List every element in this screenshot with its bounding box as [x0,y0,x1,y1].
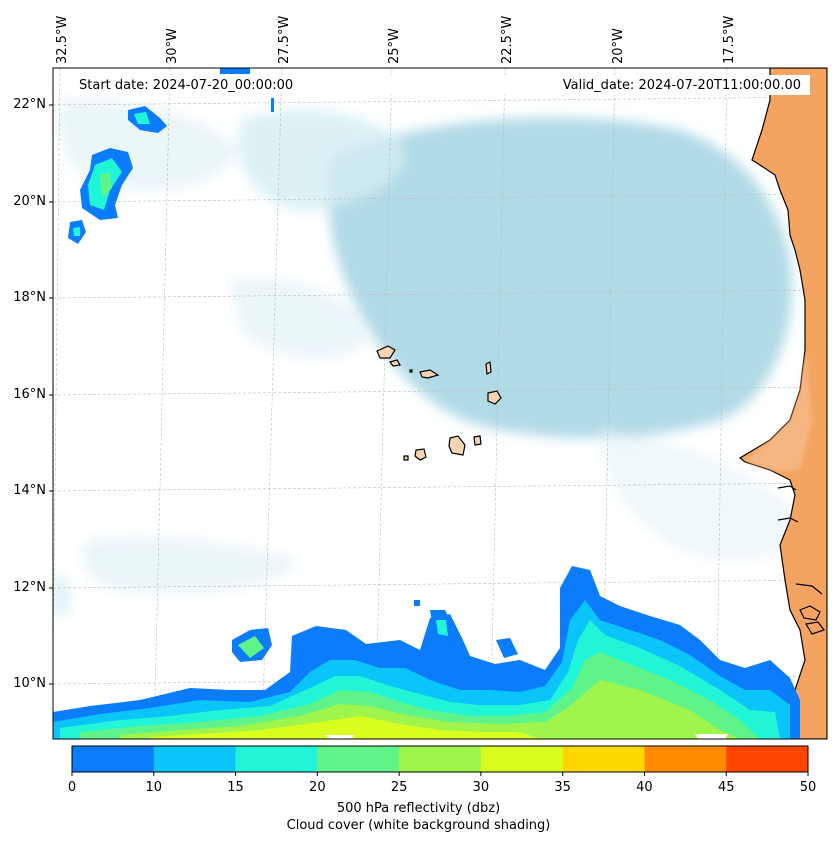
lon-label-25w: 25°W [387,28,402,64]
lat-label-18n: 18°N [13,290,46,305]
colorbar-swatch [726,746,809,772]
colorbar-tick-label: 50 [799,780,817,795]
colorbar-swatch [72,746,155,772]
colorbar [71,745,809,776]
colorbar-swatch [399,746,482,772]
start-date-label: Start date: 2024-07-20_00:00:00 [79,78,294,93]
colorbar-tick-label: 30 [472,780,490,795]
west-africa-land [738,68,827,739]
colorbar-swatch [317,746,400,772]
colorbar-label-reflectivity: 500 hPa reflectivity (dbz) [336,801,501,816]
lat-ticks [49,104,53,685]
colorbar-tick-label: 45 [717,780,735,795]
coast-details [777,485,825,635]
lon-label-32-5w: 32.5°W [55,15,70,64]
valid-date-label: Valid_date: 2024-07-20T11:00:00.00 [562,78,801,93]
colorbar-tick-label: 0 [67,780,77,795]
lat-label-16n: 16°N [13,387,46,402]
map-frame [52,67,828,740]
colorbar-tick-label: 35 [554,780,571,795]
colorbar-tick-label: 10 [145,780,163,795]
lon-label-22-5w: 22.5°W [500,15,515,64]
reflectivity-layer [53,68,800,739]
colorbar-swatch [644,746,727,772]
colorbar-label-cloud-cover: Cloud cover (white background shading) [286,818,551,833]
lat-label-12n: 12°N [13,580,46,595]
lon-label-17-5w: 17.5°W [722,15,737,64]
colorbar-tick-label: 15 [227,780,244,795]
lon-label-20w: 20°W [611,28,626,64]
lat-label-20n: 20°N [13,194,46,209]
colorbar-tick-label: 25 [390,780,408,795]
colorbar-tick-label: 40 [636,780,653,795]
lat-label-14n: 14°N [13,483,46,498]
lon-label-27-5w: 27.5°W [277,15,292,64]
lat-label-22n: 22°N [13,97,46,112]
lon-label-30w: 30°W [165,28,180,64]
colorbar-frame [71,745,809,773]
info-banner [70,75,810,95]
colorbar-swatch [153,746,237,772]
colorbar-swatch [562,746,645,772]
cape-verde-islands [376,345,502,461]
colorbar-swatch [235,746,318,772]
lat-label-10n: 10°N [13,676,46,691]
colorbar-swatch [480,746,564,772]
colorbar-tick-label: 20 [309,780,326,795]
